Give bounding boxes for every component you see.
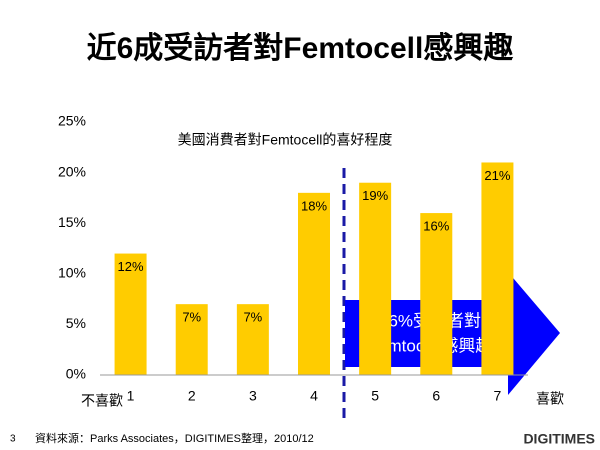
x-tick-label: 1 [127,388,135,404]
logo: DIGITIMES [523,431,595,447]
y-tick-label: 5% [66,315,86,331]
data-label: 7% [243,310,262,325]
page-number: 3 [10,434,16,445]
data-label: 12% [118,259,144,274]
data-label: 19% [362,188,388,203]
x-start-label: 不喜歡 [81,393,123,409]
x-tick-label: 5 [371,388,379,404]
data-label: 21% [484,168,510,183]
y-tick-label: 20% [58,163,86,179]
source: 資料來源：Parks Associates，DIGITIMES整理，2010/1… [35,431,314,445]
y-tick-label: 15% [58,214,86,230]
bar [359,182,392,375]
bar [420,213,453,375]
bar [236,304,269,375]
bar [175,304,208,375]
bar [114,253,147,375]
y-tick-label: 25% [58,113,86,129]
x-tick-label: 7 [494,388,502,404]
x-tick-label: 3 [249,388,257,404]
x-end-label: 喜歡 [536,391,564,407]
data-label: 16% [423,219,449,234]
y-tick-label: 0% [66,366,86,382]
data-label: 7% [182,310,201,325]
bar [298,192,330,375]
bar [481,162,514,375]
chart-subtitle: 美國消費者對Femtocell的喜好程度 [178,132,393,148]
x-tick-label: 4 [310,388,318,404]
slide-title: 近6成受訪者對Femtocell感興趣 [87,31,514,65]
y-tick-label: 10% [58,265,86,281]
x-tick-label: 2 [188,388,196,404]
data-label: 18% [301,198,327,213]
x-tick-label: 6 [432,388,440,404]
